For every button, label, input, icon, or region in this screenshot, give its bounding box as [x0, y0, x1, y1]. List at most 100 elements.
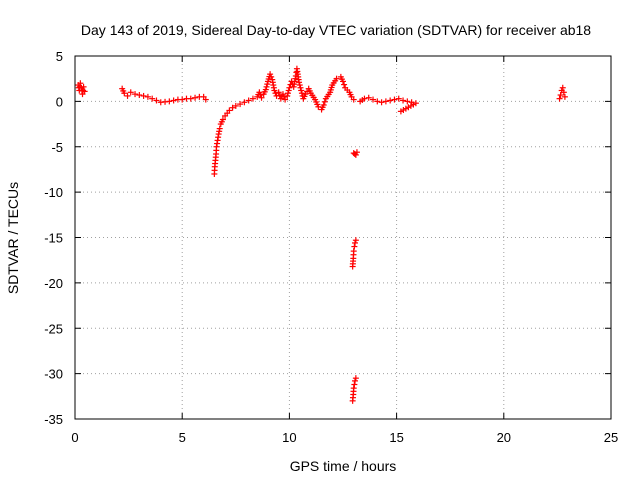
data-point — [561, 93, 568, 100]
data-point — [132, 91, 139, 98]
data-point — [275, 89, 282, 96]
data-point — [298, 87, 305, 94]
data-point — [352, 375, 359, 382]
data-point — [353, 149, 360, 156]
data-point — [245, 97, 252, 104]
data-point — [219, 116, 226, 123]
data-point — [341, 81, 348, 88]
y-tick-label: 5 — [56, 49, 63, 64]
data-point — [170, 97, 177, 104]
data-point — [320, 102, 327, 109]
data-point — [351, 243, 358, 250]
y-tick-label: -25 — [44, 321, 63, 336]
data-point — [192, 94, 199, 101]
data-point — [256, 89, 263, 96]
data-point — [267, 71, 274, 78]
data-point — [282, 96, 289, 103]
data-point — [271, 87, 278, 94]
data-point — [216, 125, 223, 132]
y-tick-label: -35 — [44, 412, 63, 427]
data-point — [404, 98, 411, 105]
data-point — [560, 89, 567, 96]
data-point — [333, 75, 340, 82]
data-point — [136, 92, 143, 99]
data-point — [179, 96, 186, 103]
data-point — [387, 97, 394, 104]
data-point — [298, 90, 305, 97]
data-point — [350, 96, 357, 103]
data-point — [226, 107, 233, 114]
data-point — [352, 377, 359, 384]
y-tick-label: -20 — [44, 276, 63, 291]
data-point — [202, 96, 209, 103]
plot-frame — [74, 55, 612, 420]
x-axis-label: GPS time / hours — [290, 458, 397, 474]
data-point — [80, 83, 87, 90]
data-point — [397, 108, 404, 115]
data-point — [321, 98, 328, 105]
x-tick-label: 10 — [282, 430, 296, 445]
data-point — [264, 81, 271, 88]
data-point — [121, 90, 128, 97]
data-point — [352, 151, 359, 158]
x-tick-label: 0 — [71, 430, 78, 445]
data-point — [352, 237, 359, 244]
grid — [75, 56, 611, 419]
data-point — [166, 98, 173, 105]
y-tick-label: 0 — [56, 94, 63, 109]
x-tick-label: 20 — [497, 430, 511, 445]
data-point — [262, 86, 269, 93]
x-tick-label: 5 — [179, 430, 186, 445]
data-point — [127, 89, 134, 96]
data-point — [382, 98, 389, 105]
data-point — [352, 239, 359, 246]
data-point — [229, 104, 236, 111]
data-point — [124, 92, 131, 99]
data-point — [237, 101, 244, 108]
data-point — [400, 97, 407, 104]
data-point — [249, 95, 256, 102]
y-tick-label: -10 — [44, 185, 63, 200]
data-point — [395, 95, 402, 102]
y-tick-label: -30 — [44, 367, 63, 382]
data-point — [296, 82, 303, 89]
data-point — [559, 84, 566, 91]
data-point — [284, 92, 291, 99]
data-point — [81, 88, 88, 95]
data-point — [272, 90, 279, 97]
data-point — [144, 93, 151, 100]
data-points — [75, 65, 568, 404]
data-point — [351, 381, 358, 388]
data-point — [284, 90, 291, 97]
data-point — [556, 95, 563, 102]
data-point — [350, 248, 357, 255]
x-tick-label: 25 — [604, 430, 618, 445]
data-point — [361, 95, 368, 102]
data-point — [263, 83, 270, 90]
x-tick-labels: 0 5 10 15 20 25 — [71, 430, 618, 445]
data-point — [370, 96, 377, 103]
data-point — [149, 95, 156, 102]
data-point — [557, 92, 564, 99]
data-point — [232, 102, 239, 109]
data-point — [140, 92, 147, 99]
data-point — [279, 91, 286, 98]
data-point — [350, 385, 357, 392]
y-tick-labels: 5 0 -5 -10 -15 -20 -25 -30 -35 — [44, 49, 63, 427]
data-point — [296, 79, 303, 86]
data-point — [187, 95, 194, 102]
data-point — [340, 78, 346, 85]
data-point — [153, 97, 160, 104]
data-point — [257, 92, 264, 99]
data-point — [268, 73, 275, 80]
y-axis-label: SDTVAR / TECUs — [5, 182, 21, 294]
y-tick-label: -15 — [44, 231, 63, 246]
data-point — [297, 84, 304, 91]
y-tick-label: -5 — [51, 140, 63, 155]
data-point — [285, 87, 292, 94]
data-point — [365, 94, 372, 101]
data-point — [241, 99, 248, 106]
data-point — [281, 93, 288, 100]
data-point — [391, 96, 398, 103]
